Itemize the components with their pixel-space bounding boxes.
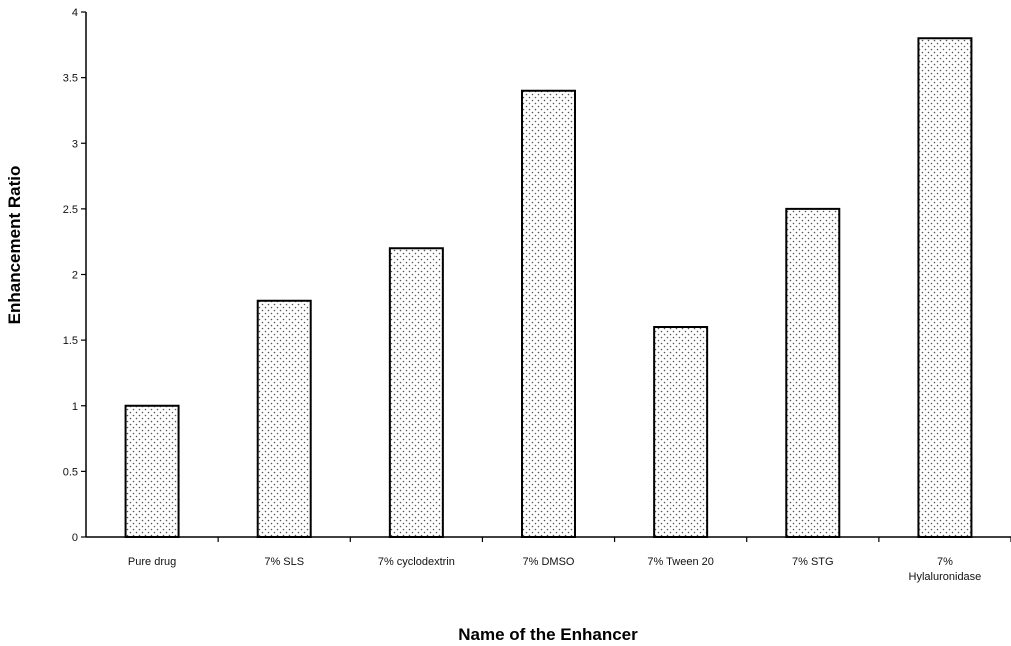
x-tick-label: Hylaluronidase (909, 571, 982, 583)
y-tick-label: 0 (72, 532, 78, 544)
x-tick-label: Pure drug (128, 556, 176, 568)
bar (256, 299, 312, 538)
x-tick-label: 7% Tween 20 (647, 556, 713, 568)
y-tick-label: 1 (72, 401, 78, 413)
y-tick-label: 1.5 (63, 335, 78, 347)
y-tick-label: 2 (72, 270, 78, 282)
y-tick-label: 4 (72, 7, 78, 19)
x-tick-label: 7% cyclodextrin (378, 556, 455, 568)
x-ticks: Pure drug 7% SLS 7% cyclodextrin 7% DMSO 7% … (128, 537, 1011, 583)
bar (521, 89, 576, 538)
bar (917, 37, 973, 538)
y-tick-label: 3.5 (63, 73, 78, 85)
bar (388, 247, 444, 538)
x-tick-label: 7% DMSO (523, 556, 575, 568)
y-tick-label: 0.5 (63, 466, 78, 478)
y-axis-title: Enhancement Ratio (5, 166, 24, 325)
x-tick-label: 7% (937, 556, 953, 568)
bar (785, 207, 841, 538)
x-tick-label: 7% SLS (264, 556, 304, 568)
bar (653, 326, 709, 538)
x-tick-label: 7% STG (792, 556, 834, 568)
bar (124, 404, 180, 538)
y-ticks: 0 0.5 1 1.5 2 2.5 3 3.5 4 (63, 7, 86, 544)
bars (124, 37, 973, 538)
y-tick-label: 3 (72, 138, 78, 150)
y-tick-label: 2.5 (63, 204, 78, 216)
x-axis-title: Name of the Enhancer (458, 625, 638, 644)
